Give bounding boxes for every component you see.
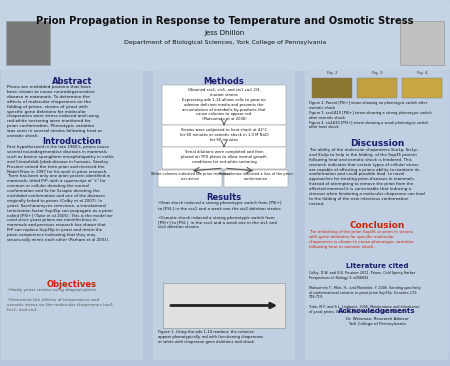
Text: Objectives: Objectives [47, 280, 97, 289]
Text: Introduction: Introduction [42, 137, 102, 146]
Text: The inhibiting of the prion Sup35 or prion in strains
with gene deletions for sp: The inhibiting of the prion Sup35 or pri… [309, 230, 414, 249]
Text: Red colonies indicated a loss of the prion
conformation: Red colonies indicated a loss of the pri… [219, 172, 293, 181]
FancyBboxPatch shape [312, 78, 352, 98]
Text: Conclusion: Conclusion [349, 221, 405, 230]
Text: Methods: Methods [203, 77, 244, 86]
FancyBboxPatch shape [0, 0, 450, 366]
Text: Prions are misfolded proteins that have
been shown to cause neurodegenerative
di: Prions are misfolded proteins that have … [7, 85, 102, 138]
Text: Serial dilutions were completed and then
placed on YPD plates to allow normal gr: Serial dilutions were completed and then… [181, 150, 267, 164]
FancyBboxPatch shape [162, 85, 286, 125]
FancyBboxPatch shape [0, 0, 450, 71]
FancyBboxPatch shape [402, 78, 442, 98]
Text: Acknowledgements: Acknowledgements [338, 308, 416, 314]
Text: Prion Propagation in Response to Temperature and Osmotic Stress: Prion Propagation in Response to Tempera… [36, 16, 414, 26]
Text: Colby, D.W. and S.B. Prusiner 2011. Prions. Cold Spring Harbor
Perspectives in B: Colby, D.W. and S.B. Prusiner 2011. Prio… [309, 271, 421, 314]
FancyBboxPatch shape [162, 147, 286, 169]
Text: The ability of the molecular chaperones Ssa1p, Sis1p,
and Sis2p to help in the f: The ability of the molecular chaperones … [309, 148, 425, 206]
FancyBboxPatch shape [224, 170, 288, 187]
FancyBboxPatch shape [158, 170, 222, 187]
Text: Fig. 2: Fig. 2 [327, 71, 338, 75]
FancyBboxPatch shape [357, 78, 397, 98]
FancyBboxPatch shape [400, 21, 444, 65]
FancyBboxPatch shape [163, 283, 285, 328]
FancyBboxPatch shape [305, 70, 449, 360]
Text: Department of Biological Sciences, York College of Pennsylvania: Department of Biological Sciences, York … [124, 40, 326, 45]
Text: Figure 2. Parent [PSI+] strain showing no phenotypic switch after
osmotic shock
: Figure 2. Parent [PSI+] strain showing n… [309, 101, 432, 130]
Text: •Hardy yeast strains using dropout plates

•Determine the effects of temperature: •Hardy yeast strains using dropout plate… [7, 288, 114, 311]
Text: Results: Results [207, 193, 242, 202]
FancyBboxPatch shape [162, 125, 286, 147]
Text: Jess Dhillon: Jess Dhillon [205, 30, 245, 36]
FancyBboxPatch shape [153, 70, 295, 360]
Text: Literature cited: Literature cited [346, 263, 408, 269]
Text: Fig. 4: Fig. 4 [417, 71, 428, 75]
Text: First hypothesized in the late 1960's, prions cause
several neurodegenerative di: First hypothesized in the late 1960's, p… [7, 145, 114, 242]
FancyBboxPatch shape [6, 21, 50, 65]
Text: Discussion: Discussion [350, 139, 404, 148]
Text: Fig. 3: Fig. 3 [372, 71, 382, 75]
Text: •Heat shock induced a strong phenotypic switch from [PSI+]
to [PSI-] in the sss1: •Heat shock induced a strong phenotypic … [158, 201, 282, 229]
Text: Abstract: Abstract [52, 77, 92, 86]
Text: Obtained sss1, sis1, and sis1 sis1 2/4
mutant strains
Expressing ade 1-14 allows: Obtained sss1, sis1, and sis1 sis1 2/4 m… [182, 88, 266, 122]
Text: Dr. Weisman, Research Advisor
York College of Pennsylvania: Dr. Weisman, Research Advisor York Colle… [346, 317, 408, 326]
FancyBboxPatch shape [1, 70, 143, 360]
Text: Strains were subjected to heat shock at 42°C
for 60 minutes or osmotic shock in : Strains were subjected to heat shock at … [180, 128, 268, 142]
Text: Figure 1. Using the ade 1-14 readout, the colonies
appear phenotypically red wit: Figure 1. Using the ade 1-14 readout, th… [158, 330, 263, 344]
Text: White colonies indicated the prion form was
not active: White colonies indicated the prion form … [151, 172, 230, 181]
